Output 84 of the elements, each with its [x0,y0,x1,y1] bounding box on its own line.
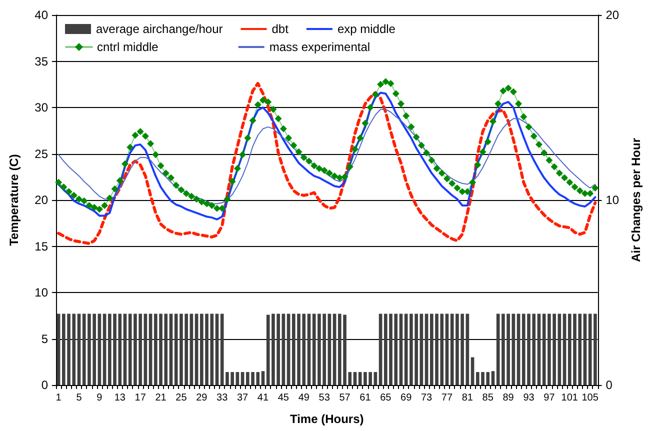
bar [307,314,311,385]
x-tick-label: 65 [380,392,392,404]
x-tick-label: 105 [582,392,599,404]
x-tick-label: 49 [298,392,310,404]
bar [583,314,587,385]
x-tick-label: 41 [257,392,269,404]
x-tick-label: 17 [134,392,146,404]
y-tick-label: 10 [34,286,48,300]
x-tick-label: 93 [523,392,535,404]
bar [420,314,424,385]
x-tick-label: 57 [339,392,351,404]
y2-tick-label: 0 [606,378,613,392]
x-tick-label: 1 [56,392,62,404]
bar [491,371,495,385]
x-tick-label: 37 [236,392,249,404]
bar [56,314,60,385]
y-tick-label: 0 [41,378,48,392]
x-tick-label: 85 [482,392,494,404]
y-tick-label: 30 [34,100,48,114]
bar [558,314,562,385]
bar [562,314,566,385]
bar [144,314,148,385]
x-tick-label: 25 [176,392,188,404]
bar [353,372,357,385]
y-tick-label: 5 [41,332,48,346]
bar [542,314,546,385]
bar [236,372,240,385]
x-tick-label: 81 [462,392,474,404]
bar [282,314,286,385]
bar [588,314,592,385]
x-tick-label: 61 [360,392,372,404]
legend-label: exp middle [337,22,396,36]
bar [374,372,378,385]
bar [169,314,173,385]
x-tick-label: 77 [441,392,453,404]
bar [378,314,382,385]
bar [286,314,290,385]
y-tick-label: 40 [34,8,48,22]
bar [148,314,152,385]
bar [399,314,403,385]
x-tick-label: 13 [114,392,126,404]
bar [516,314,520,385]
bar [424,314,428,385]
bar [594,314,597,385]
y-tick-label: 20 [34,193,48,207]
x-tick-label: 33 [216,392,228,404]
bar [261,371,265,385]
legend-label: mass experimental [269,40,370,54]
bar [466,314,470,385]
bar [240,372,244,385]
x-tick-label: 101 [561,392,578,404]
x-tick-label: 97 [544,392,556,404]
x-tick-label: 9 [96,392,103,404]
x-axis-title: Time (Hours) [290,412,364,426]
x-tick-label: 5 [76,392,82,404]
bar [328,314,332,385]
x-tick-label: 21 [155,392,167,404]
y-tick-label: 25 [34,146,48,161]
bar [77,314,81,385]
legend-label: dbt [272,22,290,36]
y2-tick-label: 20 [606,8,620,22]
bar [98,314,102,385]
bar [123,314,127,385]
bar [194,314,198,385]
bar [102,314,106,385]
y-axis-title: Temperature (C) [7,154,21,246]
x-tick-label: 53 [318,392,330,404]
x-tick-label: 89 [502,392,514,404]
legend-label: cntrl middle [97,40,159,54]
bar [332,314,336,385]
bar [215,314,219,385]
y-tick-label: 15 [34,239,48,254]
legend-label: average airchange/hour [96,22,223,36]
bar [190,314,194,385]
x-tick-label: 29 [196,392,208,404]
x-tick-label: 69 [400,392,412,404]
y2-axis-title: Air Changes per Hour [629,138,643,262]
y-tick-label: 35 [34,54,48,68]
x-tick-label: 45 [278,392,290,404]
y2-tick-label: 10 [606,193,620,207]
x-tick-label: 73 [420,392,433,404]
bar [537,314,541,385]
bar [445,314,449,385]
bar [512,314,516,385]
